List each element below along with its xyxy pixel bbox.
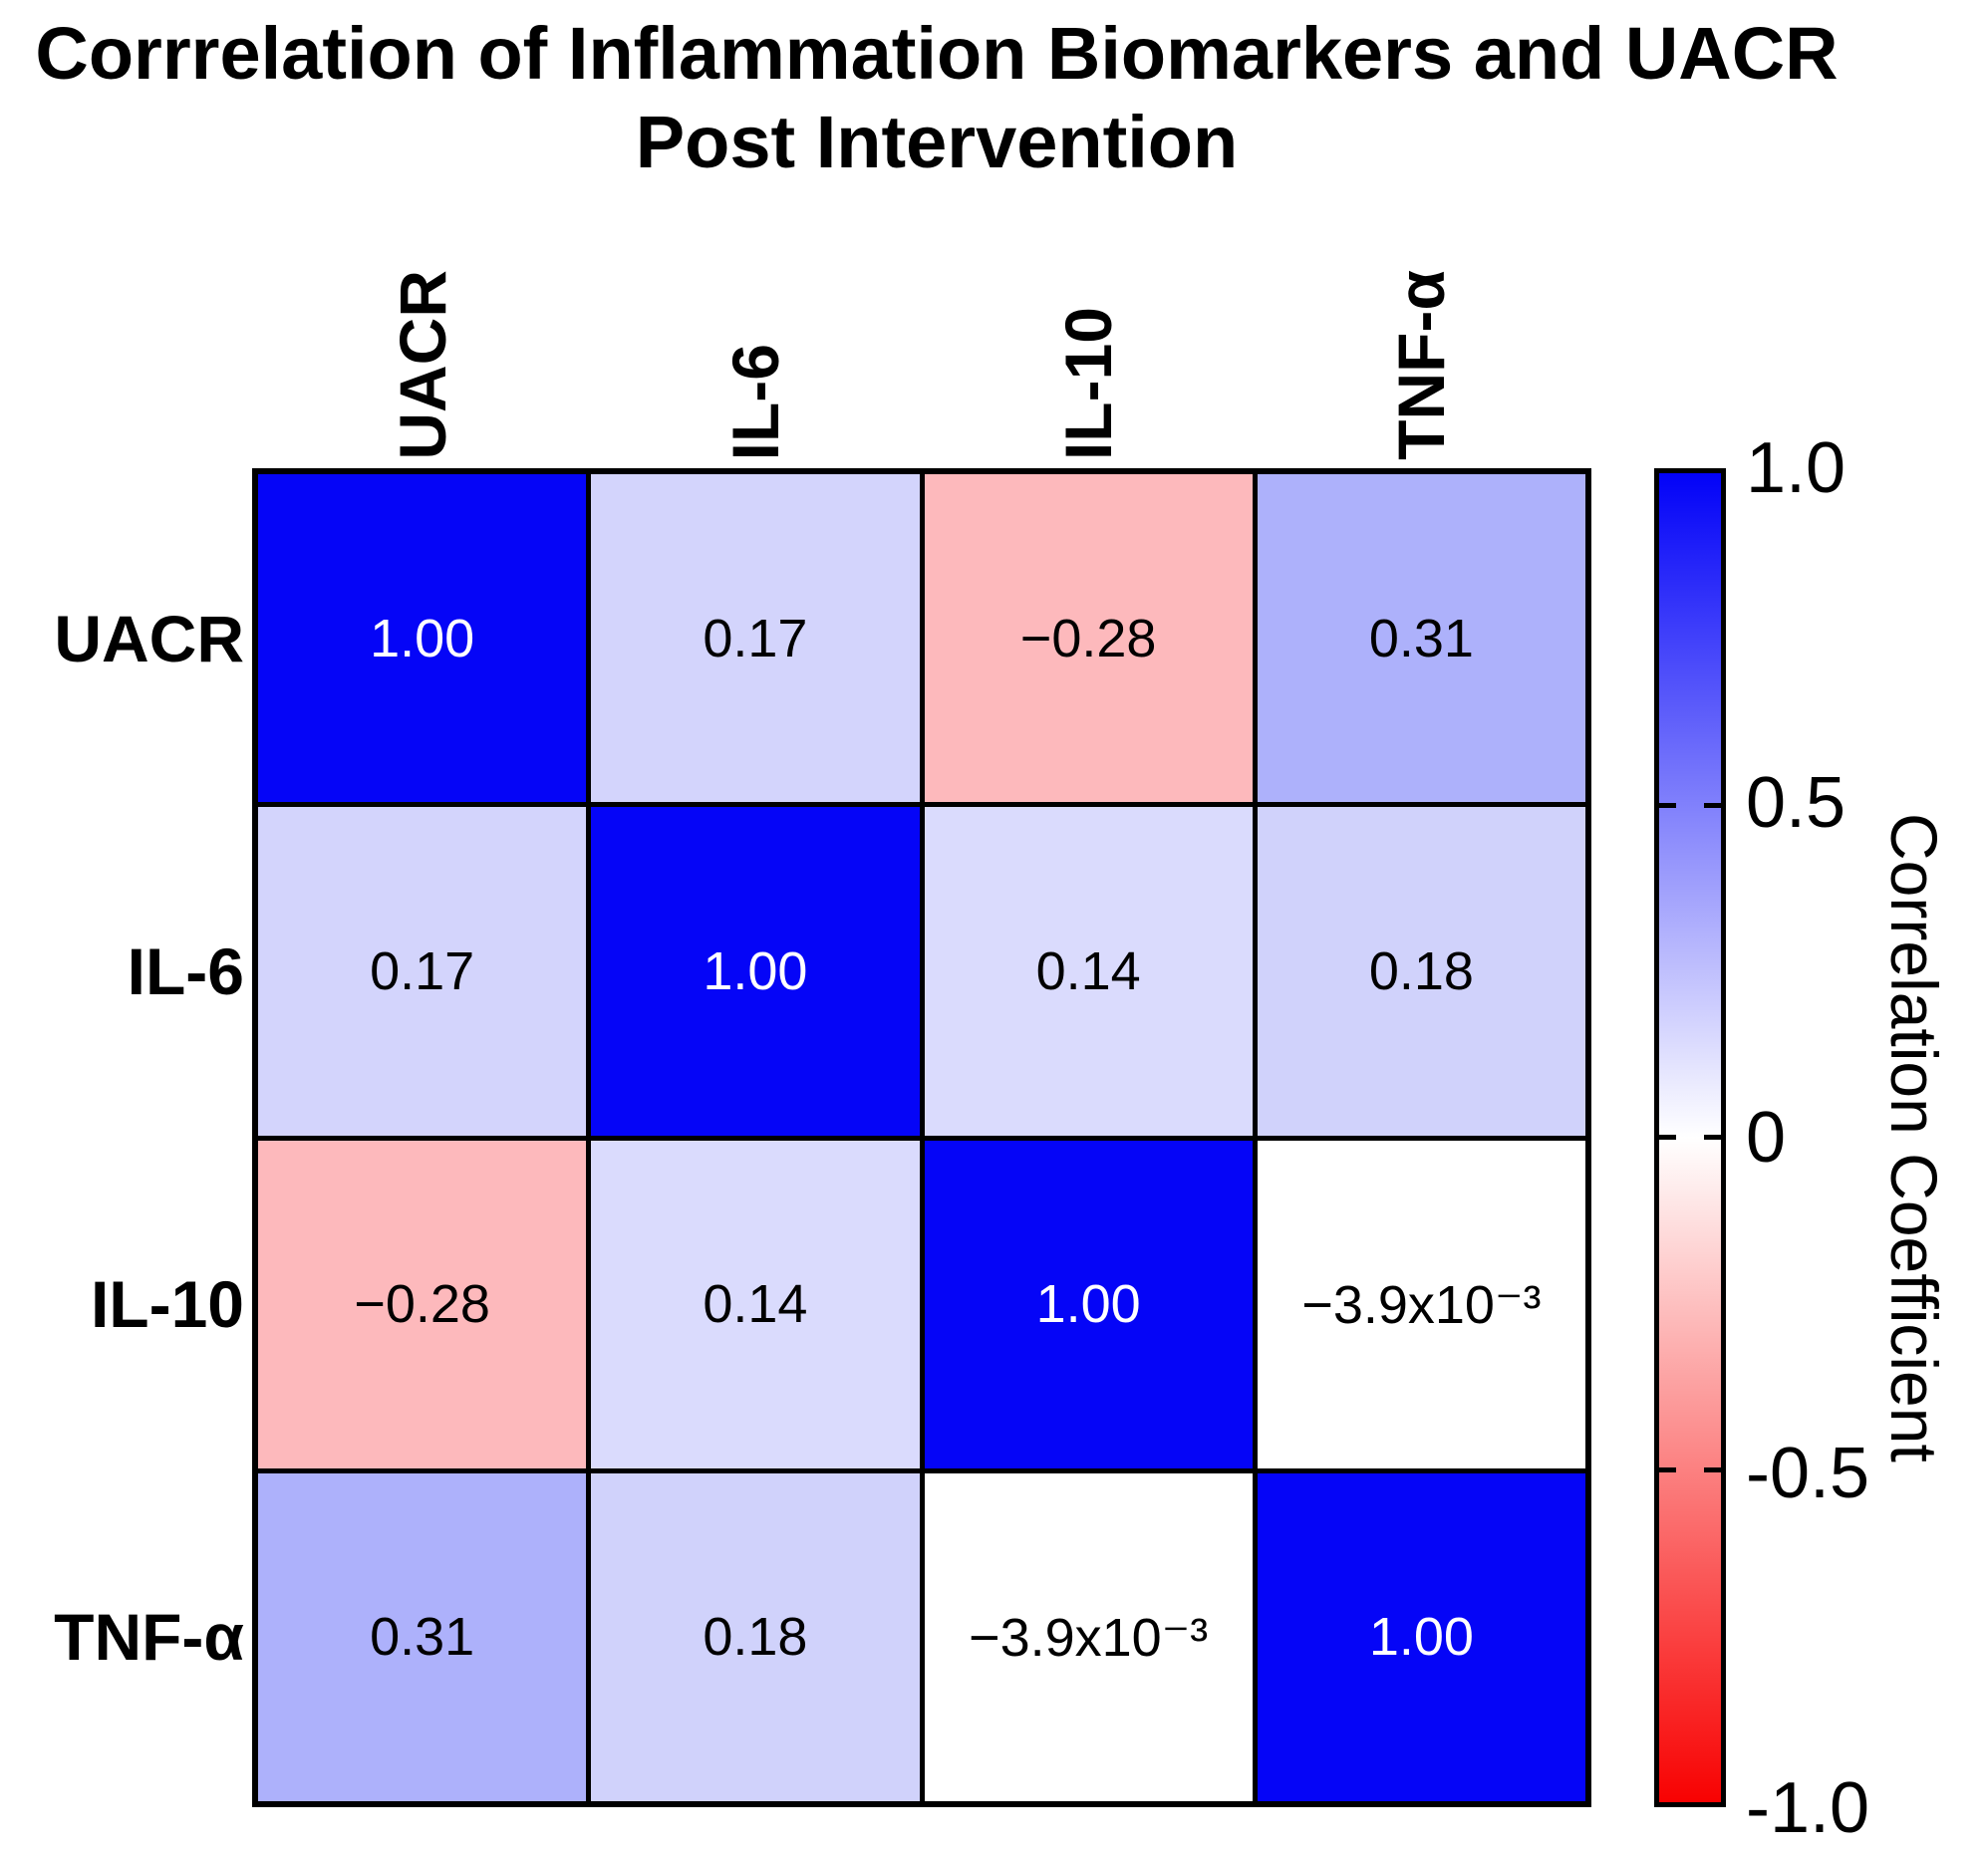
chart-title-line1: Corrrelation of Inflammation Biomarkers …	[35, 12, 1839, 95]
colorbar-tick-label: 0	[1746, 1098, 1787, 1178]
colorbar-tick-mark	[1704, 1466, 1721, 1472]
heatmap-cell: 0.18	[591, 1472, 920, 1801]
row-label-il6: IL-6	[127, 934, 244, 1008]
heatmap-cell: −0.28	[924, 474, 1253, 803]
heatmap-cell: 1.00	[258, 474, 587, 803]
heatmap-cell: 0.14	[924, 807, 1253, 1136]
colorbar-tick-mark	[1659, 1466, 1676, 1472]
chart-title-line2: Post Intervention	[635, 100, 1239, 183]
colorbar-tick-label: -0.5	[1746, 1434, 1870, 1513]
heatmap-cell: −0.28	[258, 1140, 587, 1468]
heatmap-matrix: 1.00 0.17 −0.28 0.31 0.17 1.00 0.14 0.18…	[252, 468, 1591, 1807]
heatmap-cell: 1.00	[924, 1140, 1253, 1468]
colorbar-tick-mark	[1659, 802, 1676, 808]
row-label-tnfa: TNF-α	[54, 1600, 244, 1674]
row-label-il10: IL-10	[90, 1267, 244, 1341]
heatmap-cell: 0.18	[1257, 807, 1585, 1136]
heatmap-cell: 0.31	[258, 1472, 587, 1801]
heatmap-cell: 0.14	[591, 1140, 920, 1468]
chart-title: Corrrelation of Inflammation Biomarkers …	[0, 10, 1873, 187]
colorbar-gradient	[1654, 468, 1726, 1807]
heatmap-cell: 1.00	[591, 807, 920, 1136]
heatmap-cell: −3.9x10⁻³	[924, 1472, 1253, 1801]
colorbar-tick-label: -1.0	[1746, 1768, 1870, 1848]
col-label-il6: IL-6	[718, 343, 792, 460]
colorbar-tick-mark	[1704, 1135, 1721, 1140]
colorbar-tick-label: 0.5	[1746, 763, 1846, 843]
col-label-uacr: UACR	[386, 270, 459, 460]
heatmap-cell: −3.9x10⁻³	[1257, 1140, 1585, 1468]
colorbar-tick-label: 1.0	[1746, 428, 1846, 508]
heatmap-cell: 0.17	[591, 474, 920, 803]
heatmap-cell: 0.31	[1257, 474, 1585, 803]
heatmap-cell: 0.17	[258, 807, 587, 1136]
colorbar-tick-mark	[1659, 1135, 1676, 1140]
heatmap-cell: 1.00	[1257, 1472, 1585, 1801]
colorbar-axis-label: Correlation Coefficient	[1877, 813, 1951, 1462]
col-label-tnfa: TNF-α	[1384, 270, 1458, 460]
colorbar-tick-mark	[1704, 802, 1721, 808]
col-label-il10: IL-10	[1051, 306, 1125, 460]
row-label-uacr: UACR	[54, 602, 244, 675]
